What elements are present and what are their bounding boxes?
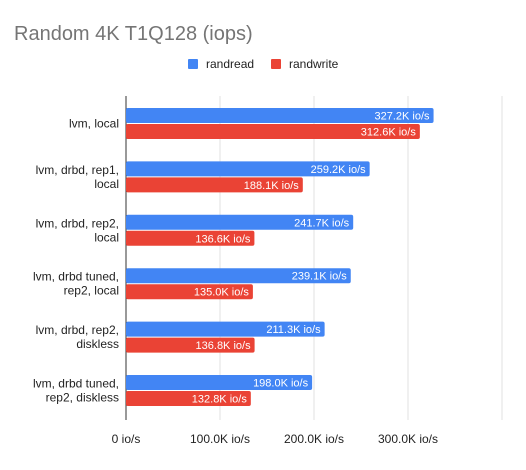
data-labels: 327.2K io/s 312.6K io/s 259.2K io/s 188.1K … — [192, 111, 430, 406]
bar-randread — [126, 108, 434, 123]
x-tick-label: 200.0K io/s — [284, 432, 344, 446]
data-label-randwrite: 132.8K io/s — [192, 394, 248, 406]
x-tick-label: 100.0K io/s — [190, 432, 250, 446]
category-label: lvm, drbd tuned, — [33, 270, 119, 284]
data-label-randread: 241.7K io/s — [294, 217, 350, 229]
legend-label-randwrite: randwrite — [289, 57, 339, 71]
category-label: lvm, local — [69, 117, 119, 131]
bar-randwrite — [126, 391, 251, 406]
data-label-randread: 259.2K io/s — [311, 164, 367, 176]
category-label: local — [94, 177, 119, 191]
legend-swatch-randwrite — [271, 59, 281, 69]
bar-randwrite — [126, 337, 255, 353]
bar-randwrite — [126, 230, 255, 246]
bars — [126, 108, 434, 406]
x-tick-label: 300.0K io/s — [378, 432, 438, 446]
data-label-randread: 239.1K io/s — [292, 271, 348, 283]
bar-randread — [126, 268, 351, 284]
category-label: rep2, diskless — [46, 391, 119, 405]
x-tick-label: 0 io/s — [112, 432, 141, 446]
chart-title: Random 4K T1Q128 (iops) — [14, 23, 253, 45]
data-label-randread: 198.0K io/s — [253, 378, 309, 390]
bar-randwrite — [126, 124, 420, 139]
data-label-randwrite: 188.1K io/s — [244, 180, 300, 192]
category-label: lvm, drbd, rep1, — [36, 163, 119, 177]
legend-label-randread: randread — [206, 57, 254, 71]
legend: randread randwrite — [188, 57, 339, 71]
data-label-randwrite: 135.0K io/s — [194, 287, 250, 299]
category-label: lvm, drbd, rep2, — [36, 216, 119, 230]
bar-randwrite — [126, 284, 253, 300]
category-label: lvm, drbd tuned, — [33, 377, 119, 391]
data-label-randwrite: 136.6K io/s — [195, 233, 251, 245]
legend-swatch-randread — [188, 59, 198, 69]
bar-randread — [126, 161, 370, 177]
category-label: lvm, drbd, rep2, — [36, 323, 119, 337]
data-label-randread: 211.3K io/s — [266, 324, 321, 336]
category-label: local — [94, 230, 119, 244]
x-axis-ticks: 0 io/s 100.0K io/s 200.0K io/s 300.0K io/s — [112, 432, 438, 446]
category-label: diskless — [76, 337, 119, 351]
bar-randread — [126, 375, 313, 390]
data-label-randwrite: 312.6K io/s — [361, 127, 417, 139]
bar-randread — [126, 214, 354, 230]
data-label-randread: 327.2K io/s — [375, 111, 431, 123]
category-label: rep2, local — [64, 284, 119, 298]
bar-randread — [126, 321, 325, 337]
gridlines — [125, 96, 503, 420]
bar-randwrite — [126, 177, 303, 193]
data-label-randwrite: 136.8K io/s — [196, 340, 252, 352]
